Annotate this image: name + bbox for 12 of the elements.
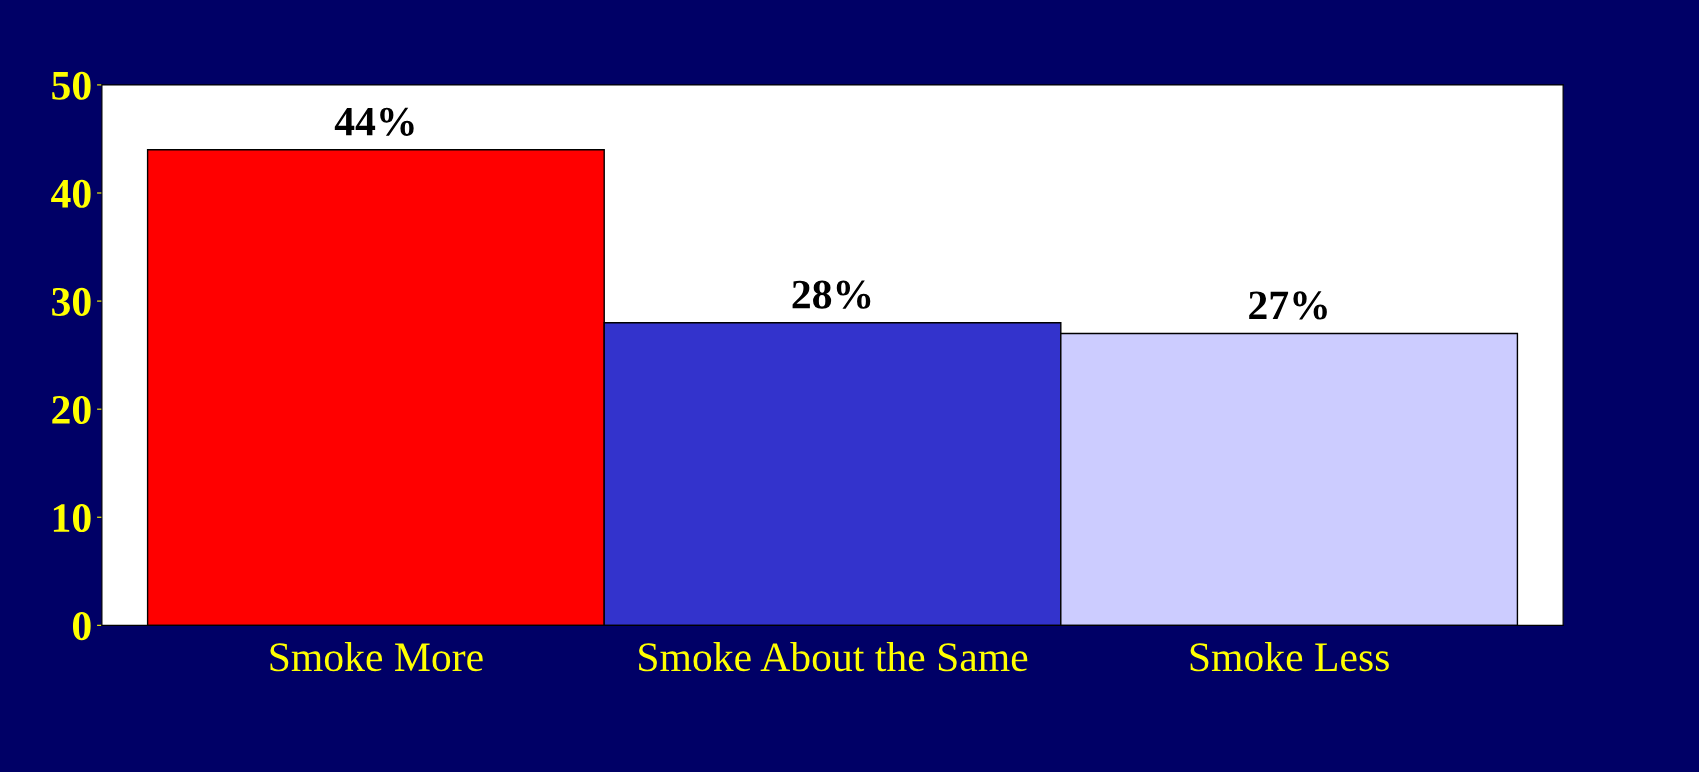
y-tick-label: 0 xyxy=(72,612,91,641)
data-label: 44% xyxy=(334,107,414,136)
data-label: 27% xyxy=(1249,291,1327,320)
y-tick-label: 50 xyxy=(52,71,91,100)
x-tick-label: Smoke About the Same xyxy=(639,641,1028,672)
x-tick-label: Smoke Less xyxy=(1190,641,1389,672)
y-tick-label: 10 xyxy=(53,503,91,533)
y-tick-label: 40 xyxy=(51,179,91,208)
y-tick-label: 30 xyxy=(52,287,91,316)
x-tick-label: Smoke More xyxy=(270,641,483,672)
data-label: 28% xyxy=(792,280,871,309)
y-tick-label: 20 xyxy=(52,395,91,425)
